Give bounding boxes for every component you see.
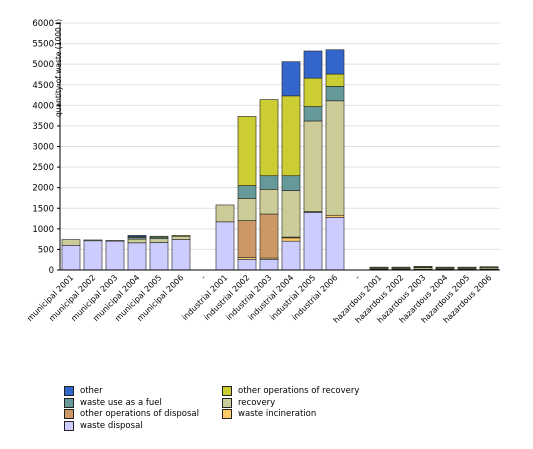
bar-segment — [237, 198, 257, 221]
bar-segment — [369, 266, 389, 269]
y-tick-label: 6000 — [32, 19, 54, 29]
bar-segment — [259, 99, 279, 177]
bar-segment — [281, 190, 301, 238]
bar-segment — [171, 235, 191, 237]
legend-item: waste incineration — [222, 408, 316, 420]
y-tick-label: 2500 — [32, 163, 54, 173]
bar-segment — [325, 214, 345, 218]
bar-segment — [61, 245, 81, 271]
bar-segment — [325, 49, 345, 75]
y-tick-label: 4500 — [32, 81, 54, 91]
bar-segment — [281, 175, 301, 191]
bar-segment — [303, 50, 323, 79]
bars — [61, 49, 499, 271]
bar-segment — [413, 265, 433, 268]
bar-segment — [171, 235, 191, 240]
bar-segment — [259, 175, 279, 190]
legend-item: other operations of recovery — [222, 385, 359, 397]
legend-item: other operations of disposal — [64, 408, 199, 420]
legend-item: waste use as a fuel — [64, 397, 162, 409]
legend-swatch — [64, 397, 74, 408]
bar-segment — [83, 239, 103, 242]
y-tick-label: 4000 — [32, 101, 54, 111]
bar-segment — [281, 240, 301, 271]
legend-swatch — [222, 409, 232, 419]
y-tick-label: 3500 — [32, 122, 54, 132]
bar-segment — [303, 120, 323, 212]
bar-segment — [259, 189, 279, 215]
legend-label: recovery — [238, 397, 276, 408]
bar-segment — [325, 217, 345, 271]
y-tick-label: 1500 — [32, 204, 54, 214]
bar-segment — [325, 73, 345, 87]
bar-segment — [237, 220, 257, 258]
x-tick-label: - — [353, 273, 361, 281]
legend-swatch — [64, 420, 74, 431]
bar-segment — [215, 204, 235, 223]
y-axis-label: quantity of waste (1000 t) — [54, 19, 63, 117]
bar-segment — [259, 213, 279, 259]
bar-segment — [259, 258, 279, 271]
bar-segment — [149, 242, 169, 271]
bar-segment — [127, 242, 147, 271]
bar-segment — [149, 238, 169, 243]
legend-label: waste incineration — [238, 409, 317, 419]
bar-segment — [435, 266, 455, 269]
bar-segment — [237, 116, 257, 186]
bar-segment — [237, 185, 257, 199]
bar-segment — [281, 237, 301, 242]
y-tick-label: 1000 — [32, 225, 54, 235]
bar-segment — [171, 239, 191, 271]
legend-label: other operations of disposal — [80, 409, 199, 419]
bar-segment — [325, 86, 345, 102]
bar-segment — [215, 221, 235, 271]
legend-label: other — [80, 386, 103, 396]
legend-swatch — [64, 409, 74, 419]
bar-segment — [105, 240, 125, 271]
legend-swatch — [222, 397, 232, 408]
y-tick-label: 500 — [38, 245, 54, 255]
legend-swatch — [222, 386, 232, 396]
legend-swatch — [64, 386, 74, 396]
bar-segment — [61, 239, 81, 246]
bar-segment — [127, 235, 147, 237]
bar-segment — [281, 61, 301, 97]
y-tick-label: 0 — [49, 266, 54, 276]
y-tick-label: 5500 — [32, 40, 54, 50]
gridlines — [60, 22, 500, 250]
bar-segment — [325, 100, 345, 216]
legend-label: waste use as a fuel — [80, 397, 162, 408]
bar-segment — [457, 266, 477, 269]
legend-item: recovery — [222, 397, 275, 409]
bar-segment — [391, 266, 411, 269]
x-tick-label: - — [199, 273, 207, 281]
bar-segment — [127, 238, 147, 244]
stacked-bar-chart: 0 500 1000 1500 2000 2500 3000 3500 4000 4500 5000… — [25, 19, 500, 325]
bar-segment — [105, 240, 125, 242]
bar-segment — [479, 266, 499, 268]
bar-segment — [149, 235, 169, 238]
bar-segment — [281, 95, 301, 177]
bar-segment — [237, 258, 257, 271]
y-tick-label: 3000 — [32, 143, 54, 153]
bar-segment — [303, 212, 323, 271]
legend-item: other — [64, 385, 103, 397]
bar-segment — [303, 106, 323, 122]
legend-label: other operations of recovery — [238, 386, 360, 396]
bar-segment — [83, 240, 103, 271]
bar-segment — [303, 77, 323, 107]
y-tick-label: 2000 — [32, 184, 54, 194]
y-tick-label: 5000 — [32, 60, 54, 70]
legend-label: waste disposal — [80, 420, 143, 431]
legend-item: waste disposal — [64, 420, 143, 432]
